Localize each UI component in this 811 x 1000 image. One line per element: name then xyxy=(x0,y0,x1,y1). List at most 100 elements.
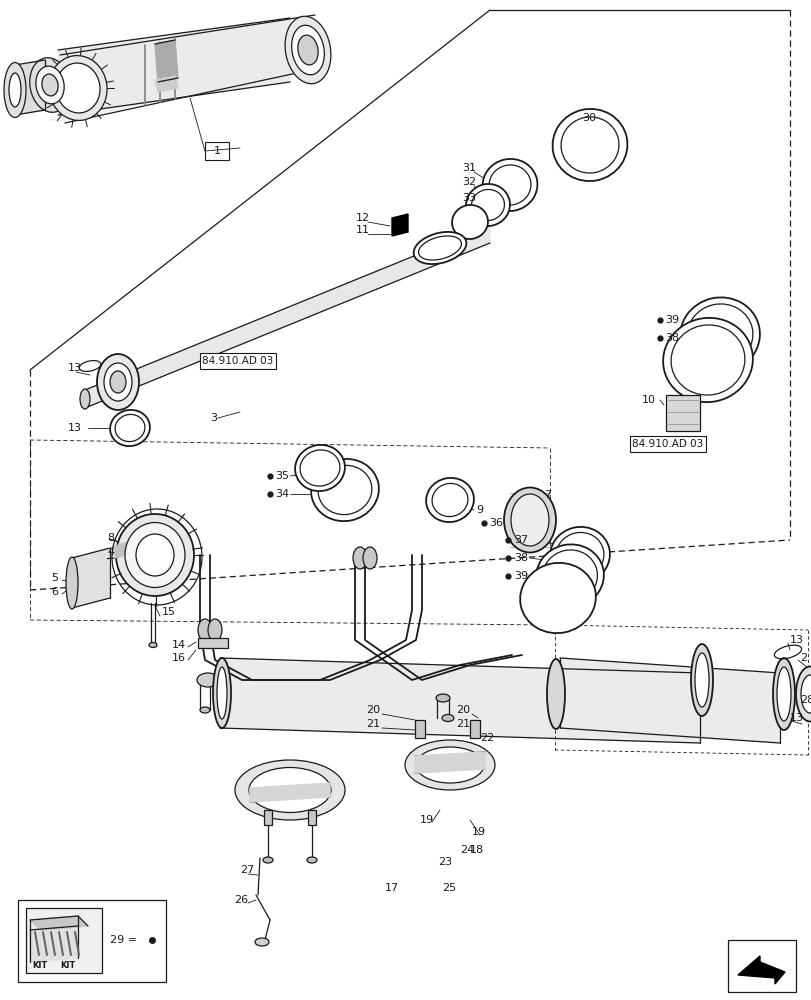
Ellipse shape xyxy=(363,547,376,569)
Polygon shape xyxy=(737,956,784,984)
Ellipse shape xyxy=(471,189,504,221)
Text: 5: 5 xyxy=(51,573,58,583)
Text: 38: 38 xyxy=(513,553,527,563)
Ellipse shape xyxy=(36,66,64,104)
Text: 2: 2 xyxy=(799,653,806,663)
Ellipse shape xyxy=(197,673,219,687)
Ellipse shape xyxy=(405,740,495,790)
Ellipse shape xyxy=(49,56,107,120)
Ellipse shape xyxy=(504,488,556,552)
Text: 19: 19 xyxy=(471,827,486,837)
Text: 36: 36 xyxy=(488,518,502,528)
Polygon shape xyxy=(30,916,88,930)
Ellipse shape xyxy=(418,236,461,260)
Polygon shape xyxy=(155,40,178,82)
Ellipse shape xyxy=(198,619,212,641)
Ellipse shape xyxy=(680,297,759,373)
Ellipse shape xyxy=(353,547,367,569)
Text: 84.910.AD 03: 84.910.AD 03 xyxy=(632,439,703,449)
Text: 6: 6 xyxy=(51,587,58,597)
Ellipse shape xyxy=(542,550,597,602)
Polygon shape xyxy=(72,548,109,608)
Text: 14: 14 xyxy=(172,640,186,650)
Ellipse shape xyxy=(415,747,483,783)
Polygon shape xyxy=(250,783,329,802)
Text: 25: 25 xyxy=(441,883,456,893)
Ellipse shape xyxy=(800,675,811,713)
Ellipse shape xyxy=(776,667,790,721)
Text: 7: 7 xyxy=(543,490,551,500)
Text: 33: 33 xyxy=(461,193,475,203)
Text: 30: 30 xyxy=(581,113,595,123)
Text: 24: 24 xyxy=(460,845,474,855)
Polygon shape xyxy=(85,225,489,408)
Ellipse shape xyxy=(690,644,712,716)
Polygon shape xyxy=(50,65,324,120)
Ellipse shape xyxy=(97,354,139,410)
Text: 18: 18 xyxy=(470,845,483,855)
Text: 13: 13 xyxy=(789,635,803,645)
Text: 16: 16 xyxy=(172,653,186,663)
Ellipse shape xyxy=(426,478,474,522)
Text: 13: 13 xyxy=(789,713,803,723)
Ellipse shape xyxy=(217,667,227,719)
Text: 34: 34 xyxy=(275,489,289,499)
Bar xyxy=(198,638,228,648)
Ellipse shape xyxy=(520,563,595,633)
Ellipse shape xyxy=(116,514,194,596)
Text: 26: 26 xyxy=(234,895,248,905)
Ellipse shape xyxy=(42,74,58,96)
Ellipse shape xyxy=(9,73,21,107)
Ellipse shape xyxy=(488,165,530,205)
Bar xyxy=(18,900,165,982)
Bar xyxy=(307,810,315,825)
Ellipse shape xyxy=(234,760,345,820)
Ellipse shape xyxy=(110,410,150,446)
Text: 32: 32 xyxy=(461,177,475,187)
Ellipse shape xyxy=(212,658,230,728)
Ellipse shape xyxy=(436,694,449,702)
Text: 38: 38 xyxy=(664,333,678,343)
Ellipse shape xyxy=(441,714,453,722)
Polygon shape xyxy=(392,214,407,236)
Text: 1: 1 xyxy=(213,146,221,156)
Text: 8: 8 xyxy=(107,533,114,543)
Text: 13: 13 xyxy=(68,423,82,433)
Ellipse shape xyxy=(263,857,272,863)
Ellipse shape xyxy=(80,389,90,409)
Ellipse shape xyxy=(694,653,708,707)
Text: 13: 13 xyxy=(68,363,82,373)
Ellipse shape xyxy=(307,857,316,863)
Bar xyxy=(470,720,479,738)
Ellipse shape xyxy=(255,938,268,946)
Text: 39: 39 xyxy=(664,315,678,325)
Text: 3: 3 xyxy=(210,413,217,423)
Text: 23: 23 xyxy=(437,857,452,867)
Polygon shape xyxy=(30,926,78,962)
Ellipse shape xyxy=(795,666,811,722)
Polygon shape xyxy=(58,18,290,115)
Bar xyxy=(26,908,102,973)
Bar xyxy=(204,142,229,160)
Ellipse shape xyxy=(431,483,467,517)
Polygon shape xyxy=(220,658,699,743)
Polygon shape xyxy=(560,658,779,743)
Ellipse shape xyxy=(56,63,100,113)
Ellipse shape xyxy=(413,232,466,264)
Ellipse shape xyxy=(549,527,609,583)
Text: 19: 19 xyxy=(419,815,434,825)
Ellipse shape xyxy=(318,465,371,515)
Polygon shape xyxy=(155,76,178,92)
Ellipse shape xyxy=(109,371,126,393)
Ellipse shape xyxy=(135,534,174,576)
Text: 10: 10 xyxy=(642,395,655,405)
Text: 20: 20 xyxy=(456,705,470,715)
Text: 22: 22 xyxy=(479,733,494,743)
Text: 15: 15 xyxy=(162,607,176,617)
Text: 37: 37 xyxy=(513,535,527,545)
Ellipse shape xyxy=(285,16,331,84)
Text: 39: 39 xyxy=(513,571,527,581)
Ellipse shape xyxy=(294,445,345,491)
Ellipse shape xyxy=(208,619,221,641)
Ellipse shape xyxy=(104,363,132,401)
